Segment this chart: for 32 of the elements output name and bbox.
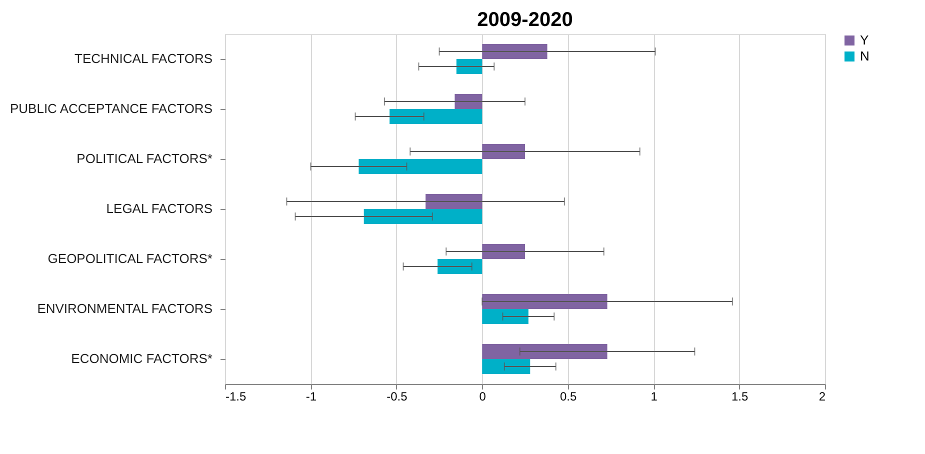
y-tick-label: PUBLIC ACCEPTANCE FACTORS <box>10 101 213 116</box>
y-tick-label: TECHNICAL FACTORS <box>74 51 213 66</box>
chart-title: 2009-2020 <box>477 9 573 31</box>
bar <box>482 344 608 359</box>
y-tick-label: LEGAL FACTORS <box>106 201 213 216</box>
x-tick-label: 2 <box>818 390 826 404</box>
bar <box>482 294 608 309</box>
bar <box>456 59 482 74</box>
bar <box>482 309 528 324</box>
legend-label: Y <box>860 32 869 48</box>
x-tick-label: -1.5 <box>226 390 247 404</box>
y-tick-label: ECONOMIC FACTORS* <box>71 351 212 366</box>
bar <box>426 194 482 209</box>
x-tick-label: 1.5 <box>731 390 748 404</box>
bar <box>454 94 482 109</box>
bar <box>482 44 548 59</box>
x-tick-label: 0.5 <box>560 390 578 404</box>
bar <box>364 209 482 224</box>
y-tick-label: GEOPOLITICAL FACTORS* <box>48 251 212 266</box>
x-tick-label: 1 <box>650 390 658 404</box>
x-tick-label: -0.5 <box>386 390 408 404</box>
bar <box>438 259 482 274</box>
bar <box>482 144 525 159</box>
bar <box>482 244 525 259</box>
x-tick-label: 0 <box>479 390 486 404</box>
bar <box>482 359 530 374</box>
y-tick-label: ENVIRONMENTAL FACTORS <box>37 301 213 316</box>
bar <box>358 159 482 174</box>
bar <box>390 109 482 124</box>
x-tick-label: -1 <box>306 390 317 404</box>
y-tick-label: POLITICAL FACTORS* <box>76 151 212 166</box>
legend-label: N <box>860 48 870 64</box>
